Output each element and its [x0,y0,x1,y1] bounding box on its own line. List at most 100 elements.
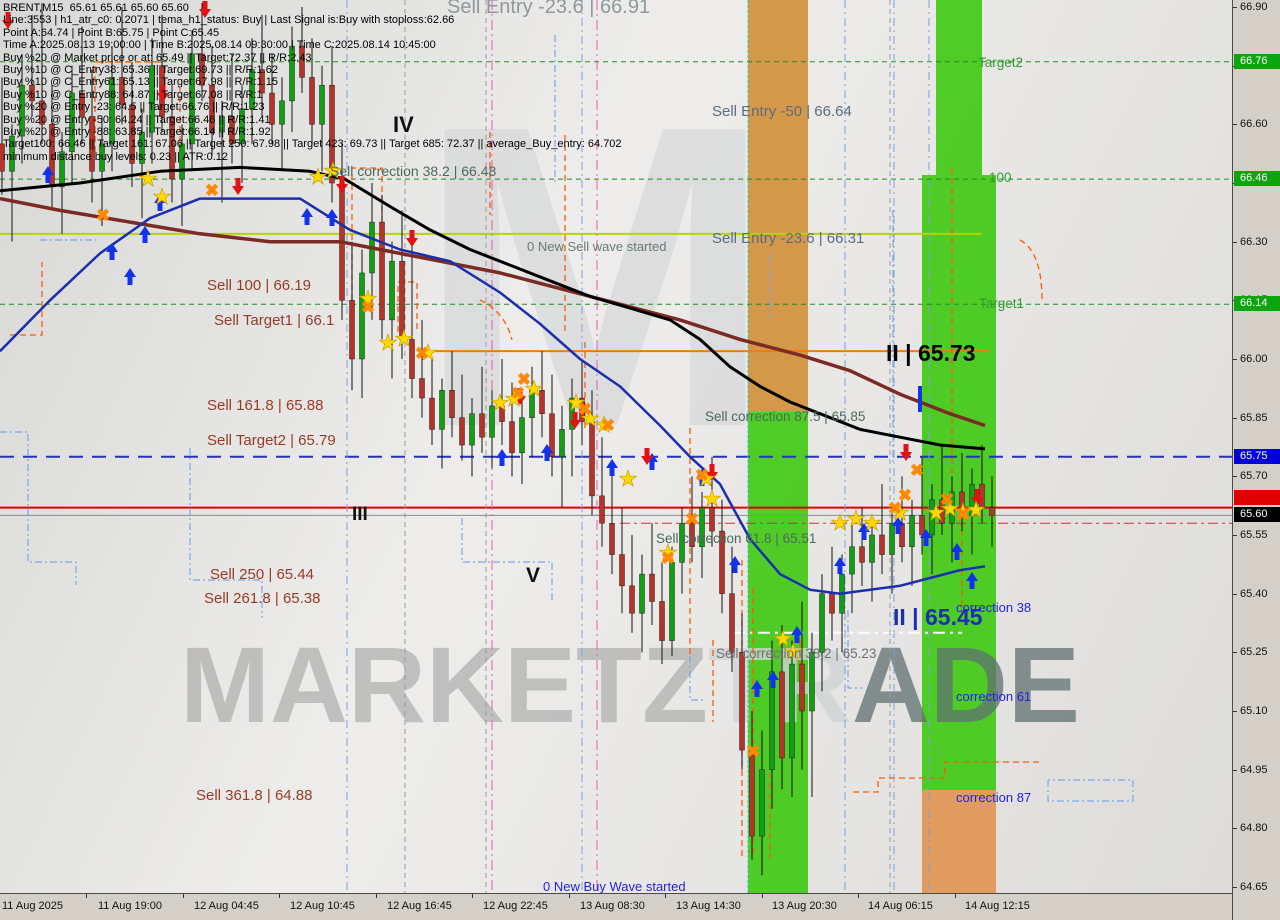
info-line: minimum distance buy levels: 0.23 || ATR… [3,150,229,163]
price-tick-label: 65.70 [1240,470,1268,482]
info-line: Buy %20 @ Entry -50: 64.24 || Target:66.… [3,113,271,126]
candle-body [859,546,865,563]
candle-body [419,378,425,399]
candle-body [679,523,685,563]
candle-body [829,593,835,614]
info-line: Target100: 66.46 || Target 161: 67.06 ||… [3,138,622,151]
candle-body [209,84,215,133]
candle-body [739,652,745,751]
star-signal-icon: ★ [490,390,510,415]
x-signal-icon: ✖ [940,490,954,509]
candle-body [469,413,475,446]
time-tick-label: 14 Aug 12:15 [965,900,1030,912]
star-signal-icon: ★ [846,506,866,531]
x-signal-icon: ✖ [415,344,429,363]
candle-body [29,84,35,102]
candle-body [709,507,715,532]
candle-body [669,562,675,641]
time-tick [86,894,87,898]
candle-body [729,593,735,653]
ma-line-htf [0,165,986,451]
sell-arrow-icon [514,388,526,405]
candle-body [319,84,325,125]
candle-body [559,429,565,458]
star-signal-icon: ★ [783,639,803,664]
candle-body [629,585,635,614]
star-signal-icon: ★ [830,510,850,535]
price-tick-label: 64.80 [1240,822,1268,834]
time-tick [376,894,377,898]
box-indicator-line [461,518,553,602]
plot-area[interactable]: MMARKETZTRADE★★★★★★★★★★★★★★★★★★★★★★★★★★★… [0,0,1232,893]
candle-body [429,397,435,430]
buy-arrow-icon [124,268,136,285]
candle-body [809,652,815,712]
x-signal-icon: ✖ [910,461,924,480]
candle-body [759,769,765,837]
box-indicator-line [0,431,77,585]
time-tick [569,894,570,898]
price-marker-65.75: 65.75 [1234,449,1280,464]
price-marker-66.76: 66.76 [1234,54,1280,69]
candle-body [89,116,95,172]
x-signal-icon: ✖ [685,510,699,529]
star-signal-icon: ★ [524,376,544,401]
star-signal-icon: ★ [658,540,678,565]
star-signal-icon: ★ [323,158,343,183]
candle-body [189,53,195,145]
candle-body [519,417,525,454]
sell-arrow-icon [157,85,169,102]
trail-indicator-line [479,299,513,341]
star-signal-icon: ★ [773,626,793,651]
buy-arrow-icon [858,523,870,540]
candle-body [149,65,155,133]
candle-body [399,260,405,340]
candle-body [359,272,365,360]
price-tick-label: 66.90 [1240,1,1268,13]
time-tick-label: 13 Aug 14:30 [676,900,741,912]
candle-body [939,499,945,524]
buy-arrow-icon [496,449,508,466]
candle-body [229,116,235,145]
buy-arrow-icon [696,469,708,486]
candle-body [849,546,855,575]
star-signal-icon: ★ [926,500,946,525]
candle-body [309,77,315,125]
candle-body [639,573,645,614]
buy-arrow-icon [966,572,978,589]
time-axis[interactable]: 11 Aug 2025 11 Aug 19:00 12 Aug 04:45 12 Au… [0,893,1232,920]
trail-indicator-line [853,761,1040,793]
candle-body [99,143,105,172]
star-signal-icon: ★ [152,184,172,209]
candle-body [179,143,185,180]
candles [0,3,995,876]
star-signal-icon: ★ [418,340,438,365]
candle-body [439,390,445,430]
price-tick-label: 65.85 [1240,412,1268,424]
candle-body [79,92,85,117]
sell-arrow-icon [336,176,348,193]
buy-arrow-icon [791,626,803,643]
price-tick-label: 64.65 [1240,881,1268,893]
buy-arrow-icon [951,543,963,560]
star-signal-icon: ★ [358,286,378,311]
buy-arrow-icon [606,459,618,476]
time-tick [762,894,763,898]
info-line: Buy %10 @ C_Entry61: 65.13 || Target:67.… [3,76,278,89]
buy-arrow-icon [920,529,932,546]
price-tick-label: 65.10 [1240,705,1268,717]
trail-indicator-line [397,281,418,332]
chart-canvas[interactable]: MMARKETZTRADE★★★★★★★★★★★★★★★★★★★★★★★★★★★… [0,0,1232,893]
candle-body [819,593,825,653]
buy-arrow-icon [729,556,741,573]
candle-body [289,45,295,102]
x-signal-icon: ✖ [361,298,375,317]
sell-arrow-icon [406,230,418,247]
star-signal-icon: ★ [862,510,882,535]
candle-body [579,397,585,422]
info-line: Buy %20 @ Entry -23: 64.5 || Target:66.7… [3,101,265,114]
price-axis[interactable]: 66.9066.7566.6066.4566.3066.1566.0065.85… [1232,0,1280,920]
candle-body [929,499,935,536]
time-tick-label: 12 Aug 22:45 [483,900,548,912]
